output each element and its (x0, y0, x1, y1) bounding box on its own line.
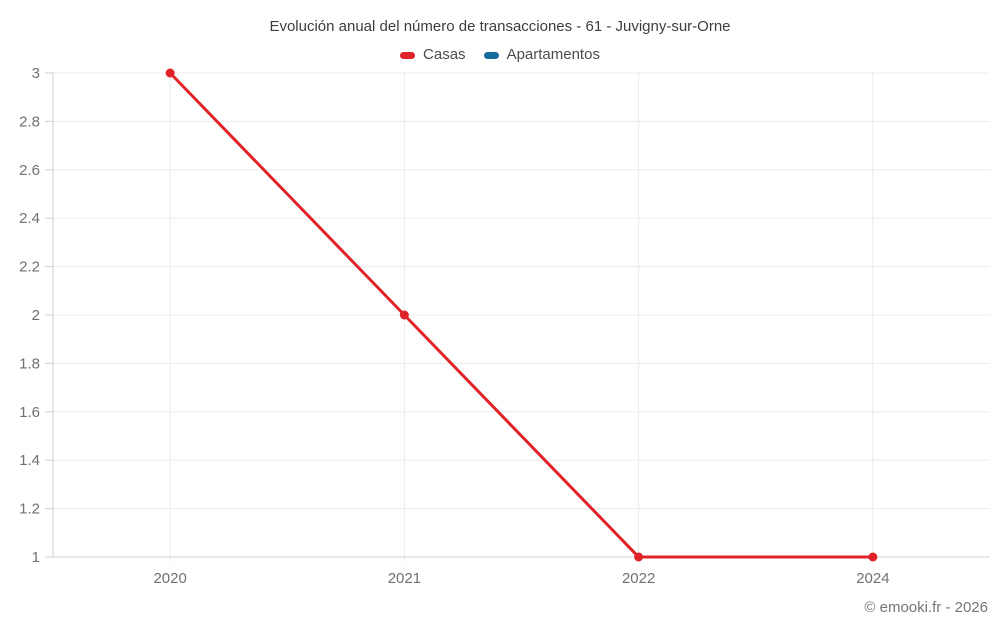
y-tick-label: 2.6 (19, 162, 40, 179)
legend-label: Casas (423, 46, 466, 63)
y-tick-label: 1 (32, 549, 40, 566)
data-point[interactable] (634, 552, 644, 562)
legend-item-casas[interactable]: Casas (400, 46, 466, 64)
y-tick-label: 1.8 (19, 355, 40, 372)
legend-item-apartamentos[interactable]: Apartamentos (483, 46, 600, 64)
y-tick-label: 2.4 (19, 210, 40, 227)
data-point[interactable] (165, 68, 175, 78)
y-tick-label: 2 (32, 307, 40, 324)
chart-legend: Casas Apartamentos (0, 46, 1000, 64)
y-tick-label: 1.6 (19, 404, 40, 421)
y-tick-label: 2.2 (19, 259, 40, 276)
data-point[interactable] (399, 310, 409, 320)
series-line-casas (168, 71, 875, 559)
legend-swatch-icon (400, 51, 416, 59)
x-tick-label: 2024 (856, 570, 889, 587)
chart-title: Evolución anual del número de transaccio… (269, 18, 731, 35)
copyright-footer: © emooki.fr - 2026 (864, 599, 988, 616)
data-point[interactable] (868, 552, 878, 562)
x-tick-label: 2020 (153, 570, 186, 587)
y-tick-label: 1.2 (19, 501, 40, 518)
x-tick-label: 2021 (388, 570, 421, 587)
y-tick-label: 1.4 (19, 452, 40, 469)
y-tick-label: 3 (32, 65, 40, 82)
y-tick-label: 2.8 (19, 113, 40, 130)
legend-label: Apartamentos (506, 46, 600, 63)
x-tick-label: 2022 (622, 570, 655, 587)
legend-swatch-icon (483, 51, 499, 59)
